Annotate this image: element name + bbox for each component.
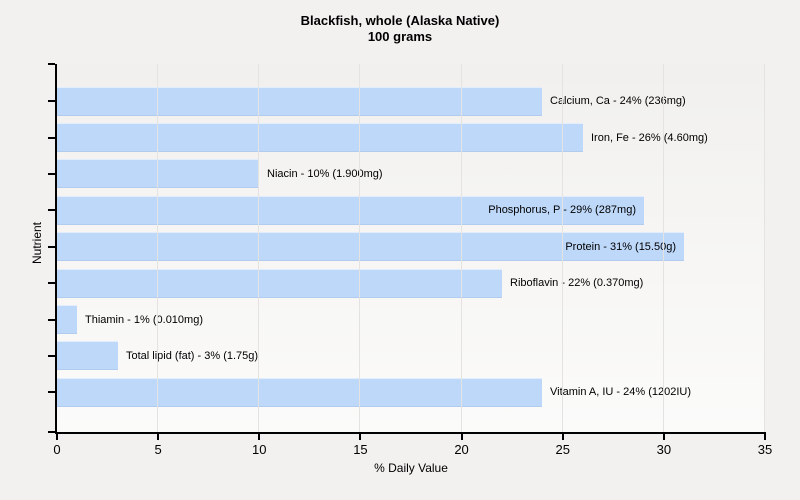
- y-tick: [48, 136, 55, 139]
- y-tick: [48, 318, 55, 321]
- x-tick: [157, 434, 160, 440]
- bar-row: Thiamin - 1% (0.010mg): [48, 301, 765, 337]
- bar-row: Riboflavin - 22% (0.370mg): [48, 265, 765, 301]
- x-tick: [56, 434, 58, 440]
- bar: [57, 377, 543, 407]
- x-axis-line: [55, 432, 766, 434]
- y-tick: [48, 282, 55, 285]
- x-tick-label: 0: [53, 442, 61, 457]
- x-tick-label: 30: [656, 442, 672, 457]
- bar-row: Total lipid (fat) - 3% (1.75g): [48, 338, 765, 374]
- x-tick-label: 5: [154, 442, 162, 457]
- bar-label: Calcium, Ca - 24% (236mg): [550, 95, 686, 108]
- x-tick: [359, 434, 362, 440]
- x-tick: [561, 434, 564, 440]
- bar: [57, 123, 583, 153]
- x-tick-label: 15: [353, 442, 368, 457]
- chart-title: Blackfish, whole (Alaska Native): [300, 13, 500, 28]
- gridline: [662, 64, 664, 432]
- y-axis-line: [55, 64, 57, 434]
- gridline: [460, 64, 462, 432]
- x-tick: [460, 434, 463, 440]
- x-tick-label: 25: [555, 442, 570, 457]
- bar: [57, 341, 118, 371]
- bar-row: Iron, Fe - 26% (4.60mg): [48, 119, 765, 155]
- x-tick: [764, 434, 766, 440]
- bar: [57, 159, 260, 189]
- gridline: [157, 64, 159, 432]
- bar: [57, 86, 543, 116]
- x-tick: [662, 434, 665, 440]
- bar-label: Thiamin - 1% (0.010mg): [85, 313, 203, 326]
- y-tick: [48, 431, 55, 433]
- bar-row: Vitamin A, IU - 24% (1202IU): [48, 374, 765, 410]
- bar-label: Niacin - 10% (1.900mg): [267, 167, 383, 180]
- chart-subtitle: 100 grams: [367, 29, 433, 44]
- y-tick: [48, 391, 55, 394]
- y-tick: [48, 354, 55, 357]
- y-tick: [48, 172, 55, 175]
- bar-label: Riboflavin - 22% (0.370mg): [510, 277, 644, 290]
- y-tick: [48, 100, 55, 103]
- x-axis-title: % Daily Value: [374, 461, 448, 475]
- bar-rows: Calcium, Ca - 24% (236mg) Iron, Fe - 26% …: [48, 83, 765, 411]
- bar-row: Phosphorus, P - 29% (287mg): [48, 192, 765, 228]
- gridline: [258, 64, 260, 432]
- bar-label: Total lipid (fat) - 3% (1.75g): [126, 349, 259, 362]
- plot-area: Calcium, Ca - 24% (236mg) Iron, Fe - 26% …: [48, 63, 772, 457]
- y-tick: [48, 245, 55, 248]
- bar: [57, 305, 78, 335]
- bar-label: Protein - 31% (15.50g): [565, 240, 676, 253]
- bar-row: Protein - 31% (15.50g): [48, 229, 765, 265]
- bar: [57, 232, 685, 262]
- x-tick-label: 10: [252, 442, 267, 457]
- gridline: [764, 64, 765, 432]
- bar-row: Calcium, Ca - 24% (236mg): [48, 83, 765, 119]
- y-axis-title: Nutrient: [30, 221, 44, 265]
- x-tick: [258, 434, 261, 440]
- chart-title-block: Blackfish, whole (Alaska Native) 100 gra…: [0, 13, 800, 45]
- gridline: [359, 64, 361, 432]
- y-tick: [48, 209, 55, 212]
- x-tick-label: 20: [454, 442, 469, 457]
- bar: [57, 195, 644, 225]
- bar-label: Vitamin A, IU - 24% (1202IU): [550, 386, 692, 399]
- gridline: [561, 64, 563, 432]
- bar: [57, 268, 503, 298]
- bar-label: Iron, Fe - 26% (4.60mg): [591, 131, 708, 144]
- y-tick: [48, 63, 55, 65]
- x-tick-label: 35: [757, 442, 773, 457]
- bar-row: Niacin - 10% (1.900mg): [48, 156, 765, 192]
